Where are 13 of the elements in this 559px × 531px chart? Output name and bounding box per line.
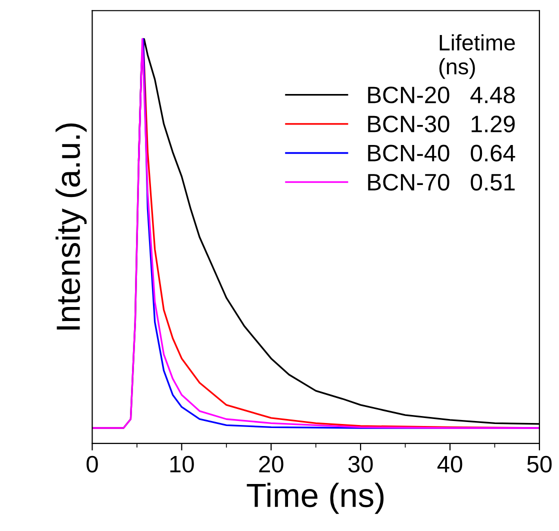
x-axis-title: Time (ns) [246,482,384,514]
x-tick-label: 40 [437,456,462,473]
x-tick-label: 50 [527,456,552,473]
legend-label: BCN-70 0.51 [368,174,515,191]
x-tick-label: 30 [348,456,373,473]
y-axis-title: Intensity (a.u.) [56,123,87,330]
legend-label: BCN-20 4.48 [368,86,515,104]
legend-label: BCN-30 1.29 [368,116,515,132]
legend-title: Lifetime (ns) [439,34,515,79]
x-tick-label: 10 [170,456,194,473]
x-tick-label: 20 [259,456,284,473]
x-tick-label: 0 [86,456,98,473]
legend-label: BCN-40 0.64 [368,144,516,162]
